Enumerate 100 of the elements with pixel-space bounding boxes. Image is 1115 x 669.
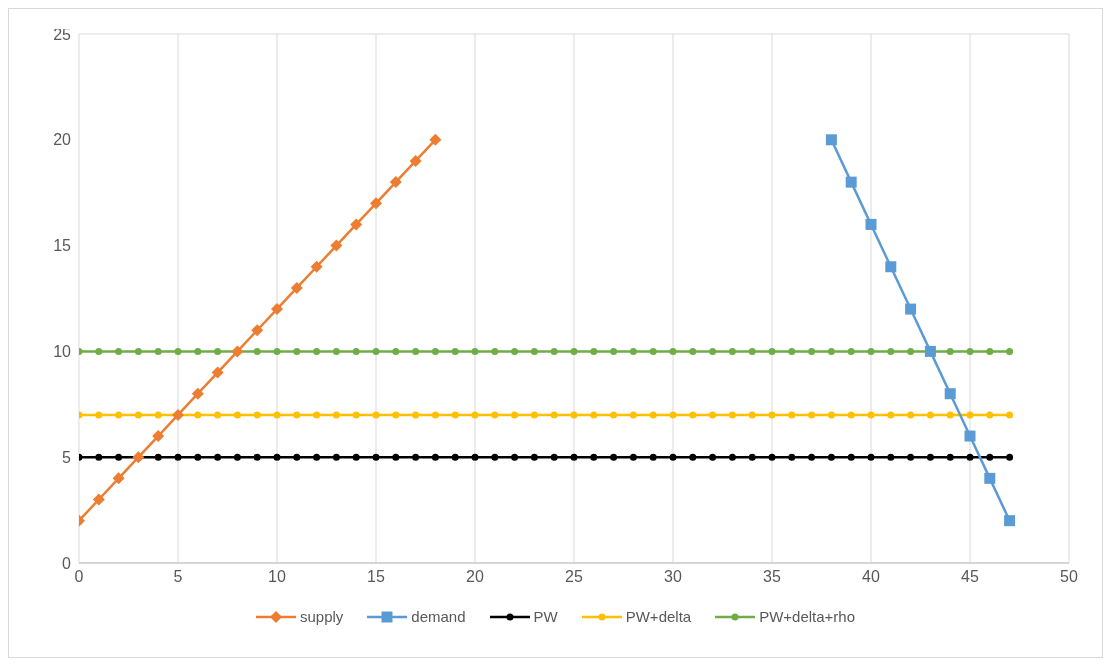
legend-label: PW [533, 608, 558, 625]
point [194, 347, 202, 355]
point [867, 411, 875, 419]
point [966, 453, 974, 461]
point [709, 411, 717, 419]
point [590, 411, 598, 419]
point [211, 366, 224, 379]
point [233, 411, 241, 419]
point [372, 453, 380, 461]
point [907, 453, 915, 461]
point [748, 347, 756, 355]
x-tick-label: 35 [763, 568, 781, 586]
point [530, 347, 538, 355]
point [372, 411, 380, 419]
point [352, 453, 360, 461]
point [550, 347, 558, 355]
point [887, 347, 895, 355]
point [590, 347, 598, 355]
point [709, 453, 717, 461]
point [392, 347, 400, 355]
point [986, 411, 994, 419]
point [115, 453, 123, 461]
point [530, 453, 538, 461]
point [944, 388, 956, 400]
point [134, 411, 142, 419]
point [95, 347, 103, 355]
point [590, 453, 598, 461]
x-tick-label: 5 [173, 568, 183, 586]
point [491, 347, 499, 355]
point [1004, 515, 1016, 527]
point [966, 411, 974, 419]
point [669, 411, 677, 419]
point [253, 453, 261, 461]
point [570, 347, 578, 355]
point [471, 347, 479, 355]
point [313, 453, 321, 461]
point [788, 411, 796, 419]
point [808, 411, 816, 419]
legend-label: PW+delta [625, 608, 692, 625]
point [946, 411, 954, 419]
point [827, 453, 835, 461]
point [431, 347, 439, 355]
point [154, 347, 162, 355]
point [332, 411, 340, 419]
point [451, 411, 459, 419]
point [293, 347, 301, 355]
point [788, 453, 796, 461]
point [649, 347, 657, 355]
point [728, 453, 736, 461]
point [429, 133, 442, 146]
point [511, 411, 519, 419]
point [392, 453, 400, 461]
x-tick-label: 20 [466, 568, 484, 586]
x-tick-label: 40 [862, 568, 880, 586]
point [352, 411, 360, 419]
point [389, 176, 402, 189]
point [152, 430, 165, 443]
y-tick-label: 0 [62, 554, 72, 572]
point [134, 347, 142, 355]
y-tick-label: 25 [53, 25, 72, 43]
point [194, 453, 202, 461]
y-tick-label: 15 [53, 237, 72, 255]
point [907, 411, 915, 419]
x-tick-label: 45 [961, 568, 979, 586]
point [271, 303, 283, 316]
point [887, 453, 895, 461]
point [964, 430, 976, 442]
x-tick-label: 30 [664, 568, 682, 586]
point [313, 347, 321, 355]
point [431, 411, 439, 419]
point [629, 411, 637, 419]
point [905, 303, 917, 315]
point [253, 411, 261, 419]
point [491, 453, 499, 461]
x-tick-label: 50 [1060, 568, 1078, 586]
point [95, 411, 103, 419]
point [251, 324, 264, 337]
point [154, 453, 162, 461]
point [154, 411, 162, 419]
point [313, 411, 321, 419]
point [115, 411, 123, 419]
x-tick-label: 10 [268, 568, 286, 586]
point [689, 347, 697, 355]
point [709, 347, 717, 355]
point [689, 453, 697, 461]
x-tick-label: 15 [367, 568, 385, 586]
point [350, 218, 363, 231]
x-tick-label: 25 [565, 568, 583, 586]
point [768, 453, 776, 461]
point [293, 453, 301, 461]
legend-label: PW+delta+rho [759, 608, 856, 625]
point [649, 453, 657, 461]
point [332, 347, 340, 355]
point [530, 411, 538, 419]
point [412, 411, 420, 419]
point [431, 453, 439, 461]
point [946, 347, 954, 355]
point [847, 347, 855, 355]
point [174, 453, 182, 461]
point [332, 453, 340, 461]
